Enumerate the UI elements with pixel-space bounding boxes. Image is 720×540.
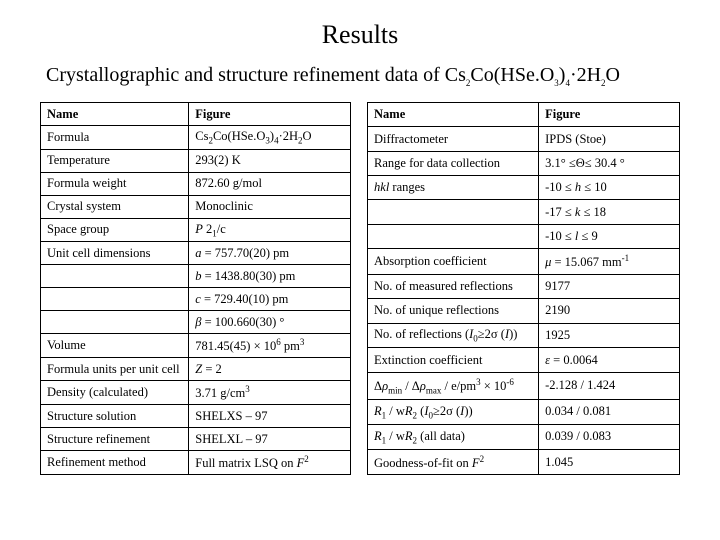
cell-name: Space group [41,218,189,242]
cell-name: No. of reflections (I0≥2σ (I)) [368,323,539,348]
cell-name: Δρmin / Δρmax / e/pm3 × 10-6 [368,372,539,399]
cell-figure: P 21/c [189,218,351,242]
cell-figure: Z = 2 [189,358,351,381]
cell-figure: c = 729.40(10) pm [189,288,351,311]
cell-name: Crystal system [41,195,189,218]
cell-figure: Full matrix LSQ on F2 [189,451,351,475]
table-row: Formula weight872.60 g/mol [41,172,351,195]
table-row: Volume781.45(45) × 106 pm3 [41,334,351,358]
cell-figure: -10 ≤ h ≤ 10 [539,176,680,200]
left-table: Name Figure FormulaCs2Co(HSe.O3)4·2H2OTe… [40,102,351,475]
table-row: FormulaCs2Co(HSe.O3)4·2H2O [41,126,351,150]
cell-figure: 1925 [539,323,680,348]
table-row: Unit cell dimensionsa = 757.70(20) pm [41,242,351,265]
cell-name: hkl ranges [368,176,539,200]
table-row: Formula units per unit cellZ = 2 [41,358,351,381]
cell-name: Structure solution [41,405,189,428]
cell-figure: 3.71 g/cm3 [189,381,351,405]
cell-figure: SHELXL – 97 [189,428,351,451]
cell-name [368,200,539,224]
cell-figure: Monoclinic [189,195,351,218]
col-header-figure: Figure [189,103,351,126]
cell-name: Unit cell dimensions [41,242,189,265]
page-title: Results [40,20,680,50]
cell-figure: b = 1438.80(30) pm [189,265,351,288]
cell-name [41,265,189,288]
page-subtitle: Crystallographic and structure refinemen… [46,64,680,88]
table-row: Temperature293(2) K [41,149,351,172]
table-row: c = 729.40(10) pm [41,288,351,311]
cell-name: R1 / wR2 (all data) [368,424,539,449]
table-header-row: Name Figure [368,103,680,127]
cell-figure: 0.039 / 0.083 [539,424,680,449]
cell-figure: 781.45(45) × 106 pm3 [189,334,351,358]
table-row: -10 ≤ l ≤ 9 [368,224,680,248]
right-table: Name Figure DiffractometerIPDS (Stoe)Ran… [367,102,680,475]
cell-name: Goodness-of-fit on F2 [368,449,539,475]
cell-name [41,311,189,334]
cell-name: Extinction coefficient [368,348,539,372]
cell-name: Formula units per unit cell [41,358,189,381]
table-row: Extinction coefficientε = 0.0064 [368,348,680,372]
cell-figure: μ = 15.067 mm-1 [539,249,680,275]
cell-figure: a = 757.70(20) pm [189,242,351,265]
cell-name: Volume [41,334,189,358]
cell-name: Temperature [41,149,189,172]
cell-name: Structure refinement [41,428,189,451]
table-row: No. of unique reflections2190 [368,299,680,323]
cell-figure: β = 100.660(30) ° [189,311,351,334]
cell-name: Density (calculated) [41,381,189,405]
cell-figure: Cs2Co(HSe.O3)4·2H2O [189,126,351,150]
cell-name: Formula [41,126,189,150]
cell-name [368,224,539,248]
cell-name: Range for data collection [368,151,539,175]
table-row: R1 / wR2 (I0≥2σ (I))0.034 / 0.081 [368,400,680,425]
table-header-row: Name Figure [41,103,351,126]
table-row: Refinement methodFull matrix LSQ on F2 [41,451,351,475]
col-header-name: Name [41,103,189,126]
cell-name: R1 / wR2 (I0≥2σ (I)) [368,400,539,425]
table-row: No. of measured reflections9177 [368,274,680,298]
table-row: R1 / wR2 (all data)0.039 / 0.083 [368,424,680,449]
cell-figure: 872.60 g/mol [189,172,351,195]
table-row: Absorption coefficientμ = 15.067 mm-1 [368,249,680,275]
cell-figure: 293(2) K [189,149,351,172]
table-row: Δρmin / Δρmax / e/pm3 × 10-6-2.128 / 1.4… [368,372,680,399]
table-row: -17 ≤ k ≤ 18 [368,200,680,224]
cell-name: Diffractometer [368,127,539,151]
cell-figure: 0.034 / 0.081 [539,400,680,425]
cell-figure: -10 ≤ l ≤ 9 [539,224,680,248]
cell-name: Refinement method [41,451,189,475]
cell-figure: SHELXS – 97 [189,405,351,428]
cell-figure: 3.1° ≤Θ≤ 30.4 ° [539,151,680,175]
col-header-figure: Figure [539,103,680,127]
cell-name: No. of measured reflections [368,274,539,298]
tables-container: Name Figure FormulaCs2Co(HSe.O3)4·2H2OTe… [40,102,680,475]
cell-figure: IPDS (Stoe) [539,127,680,151]
table-row: DiffractometerIPDS (Stoe) [368,127,680,151]
table-row: Space groupP 21/c [41,218,351,242]
cell-name [41,288,189,311]
cell-name: Formula weight [41,172,189,195]
cell-name: No. of unique reflections [368,299,539,323]
cell-figure: -17 ≤ k ≤ 18 [539,200,680,224]
cell-figure: 9177 [539,274,680,298]
table-row: Structure refinementSHELXL – 97 [41,428,351,451]
cell-name: Absorption coefficient [368,249,539,275]
table-row: β = 100.660(30) ° [41,311,351,334]
table-row: Structure solutionSHELXS – 97 [41,405,351,428]
table-row: Range for data collection3.1° ≤Θ≤ 30.4 ° [368,151,680,175]
table-row: No. of reflections (I0≥2σ (I))1925 [368,323,680,348]
col-header-name: Name [368,103,539,127]
table-row: Density (calculated)3.71 g/cm3 [41,381,351,405]
table-row: hkl ranges-10 ≤ h ≤ 10 [368,176,680,200]
table-row: b = 1438.80(30) pm [41,265,351,288]
cell-figure: ε = 0.0064 [539,348,680,372]
cell-figure: 1.045 [539,449,680,475]
cell-figure: -2.128 / 1.424 [539,372,680,399]
table-row: Goodness-of-fit on F21.045 [368,449,680,475]
cell-figure: 2190 [539,299,680,323]
table-row: Crystal systemMonoclinic [41,195,351,218]
